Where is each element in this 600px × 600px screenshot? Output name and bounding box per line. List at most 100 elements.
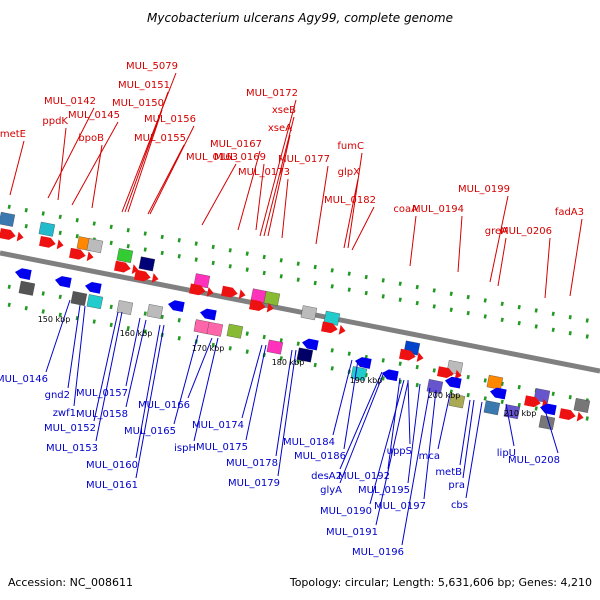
tick-mark	[211, 244, 215, 250]
tick-mark	[585, 334, 589, 339]
tick-mark	[483, 378, 487, 383]
gene-label-forward: MUL_0142	[44, 96, 96, 107]
gene-box	[206, 321, 224, 337]
gene-label-reverse: MUL_0192	[338, 471, 390, 482]
tick-mark	[500, 301, 504, 306]
map-title: Mycobacterium ulcerans Agy99, complete g…	[147, 11, 453, 25]
tick-mark	[347, 287, 351, 292]
tick-mark	[58, 294, 62, 300]
leader-line	[237, 150, 261, 231]
tick-mark	[143, 247, 147, 252]
tick-mark	[228, 264, 232, 269]
gene-arrow-reverse	[445, 376, 462, 389]
leader-line	[457, 215, 463, 273]
tick-mark	[143, 329, 147, 334]
gene-label-forward: MUL_0177	[278, 154, 330, 165]
tick-mark	[432, 304, 436, 309]
gene-label-reverse: MUL_0186	[294, 451, 346, 462]
gene-label-reverse: desA2	[311, 471, 342, 482]
leader-line	[45, 299, 71, 373]
gene-arrow-reverse	[540, 403, 557, 416]
gene-label-forward: MUL_0145	[68, 110, 120, 121]
tick-mark	[24, 305, 28, 311]
gene-arrow-forward	[559, 408, 584, 422]
gene-box	[263, 291, 281, 306]
kbp-label: 200 kbp	[428, 391, 461, 400]
gene-label-reverse: MUL_0197	[374, 501, 426, 512]
gene-arrow-forward	[189, 283, 214, 297]
gene-box	[86, 238, 104, 254]
tick-mark	[432, 288, 436, 293]
tick-mark	[58, 312, 62, 318]
leader-line	[375, 381, 409, 526]
gene-arrow-reverse	[55, 276, 72, 288]
gene-arrow-forward	[399, 348, 424, 363]
tick-mark	[313, 264, 317, 270]
leader-line	[173, 334, 199, 425]
kbp-label: 150 kbp	[38, 315, 71, 324]
gene-label-forward: MUL_0156	[144, 114, 196, 125]
tick-mark	[143, 311, 147, 316]
gene-box	[146, 304, 164, 319]
gene-label-reverse: MUL_0157	[76, 388, 128, 399]
tick-mark	[160, 250, 164, 256]
tick-mark	[126, 228, 130, 233]
leader-line	[73, 305, 86, 407]
leader-line	[462, 399, 475, 479]
leader-line	[401, 387, 431, 546]
leader-line	[339, 371, 383, 470]
leader-line	[125, 317, 141, 387]
tick-mark	[432, 368, 436, 373]
gene-label-reverse: MUL_0184	[283, 437, 335, 448]
tick-mark	[381, 278, 385, 283]
tick-mark	[75, 217, 79, 223]
topology-label: Topology: circular; Length: 5,631,606 bp…	[289, 576, 592, 589]
gene-label-forward: MUL_5079	[126, 61, 178, 72]
tick-mark	[58, 214, 62, 220]
gene-label-forward: MUL_0167	[210, 139, 262, 150]
tick-mark	[398, 297, 402, 302]
tick-mark	[7, 302, 11, 308]
gene-label-reverse: MUL_0179	[228, 478, 280, 489]
leader-line	[47, 107, 95, 199]
gene-arrow-forward	[221, 285, 246, 300]
leader-line	[193, 337, 219, 442]
leader-line	[387, 377, 401, 470]
gene-label-forward: xseB	[272, 105, 296, 116]
gene-box	[533, 388, 551, 403]
tick-mark	[41, 291, 45, 296]
gene-label-forward: MUL_0150	[112, 98, 164, 109]
tick-mark	[534, 308, 538, 313]
gene-label-reverse: MUL_0153	[46, 443, 98, 454]
gene-box	[426, 379, 444, 394]
gene-arrow-reverse	[15, 268, 32, 280]
leader-line	[544, 409, 559, 454]
kbp-label: 180 kbp	[272, 358, 305, 367]
gene-label-forward: fadA3	[555, 207, 584, 218]
gene-arrow-forward	[321, 321, 346, 335]
tick-mark	[109, 304, 113, 310]
gene-label-reverse: MUL_0161	[86, 480, 138, 491]
gene-arrow-forward	[249, 299, 274, 313]
leader-line	[71, 121, 119, 206]
leader-line	[409, 215, 417, 267]
leader-line	[459, 399, 471, 466]
tick-mark	[7, 204, 11, 210]
gene-box	[70, 291, 88, 306]
tick-mark	[296, 261, 300, 266]
leader-line	[407, 383, 421, 484]
gene-box	[86, 294, 104, 310]
tick-mark	[279, 274, 283, 279]
tick-mark	[279, 258, 283, 263]
leader-line	[281, 178, 289, 239]
gene-label-reverse: zwf1	[53, 408, 76, 419]
leader-line	[135, 324, 161, 459]
gene-label-reverse: MUL_0152	[44, 423, 96, 434]
tick-mark	[109, 322, 113, 328]
tick-mark	[415, 284, 419, 290]
gene-label-reverse: mca	[419, 451, 440, 462]
leader-line	[259, 99, 297, 237]
tick-mark	[194, 241, 198, 246]
gene-box	[226, 323, 244, 339]
leader-line	[67, 304, 81, 389]
